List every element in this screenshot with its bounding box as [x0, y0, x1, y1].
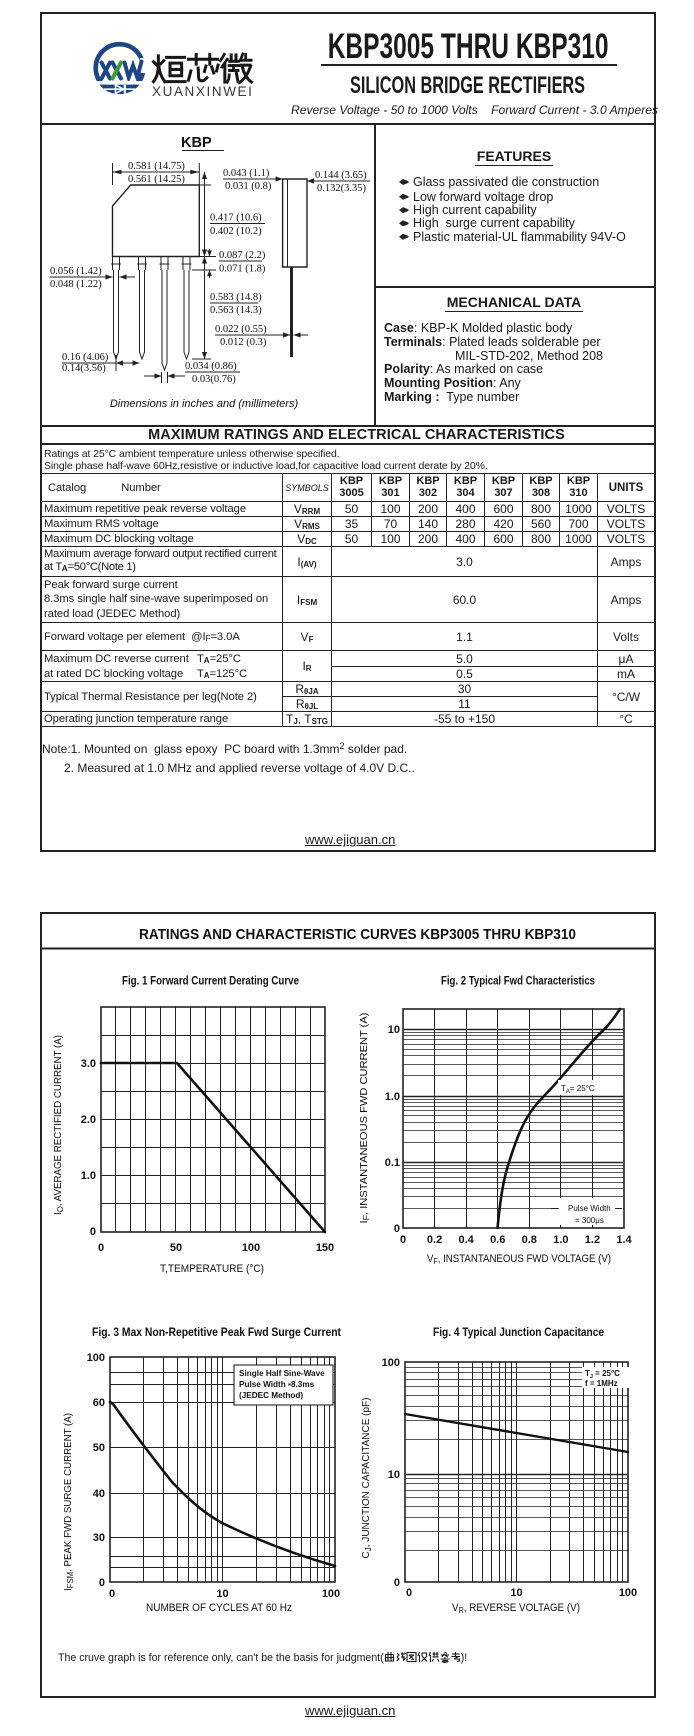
svg-text:Pulse Width: Pulse Width — [568, 1204, 611, 1213]
svg-text:1.4: 1.4 — [616, 1234, 632, 1246]
svg-text:1.0: 1.0 — [81, 1170, 96, 1182]
svg-text:TA= 25°C: TA= 25°C — [561, 1084, 595, 1095]
svg-text:0.1: 0.1 — [385, 1157, 400, 1169]
svg-text:1.2: 1.2 — [585, 1234, 600, 1246]
svg-text:T,TEMPERATURE (°C): T,TEMPERATURE (°C) — [160, 1263, 264, 1275]
svg-text:0.16 (4.06): 0.16 (4.06) — [62, 352, 109, 363]
svg-text:100: 100 — [322, 1588, 340, 1600]
svg-text:0.4: 0.4 — [458, 1234, 474, 1246]
svg-text:IFSM, PEAK FWD SURGE CURRENT: IFSM, PEAK FWD SURGE CURRENT (A) — [63, 1413, 75, 1591]
svg-text:50: 50 — [93, 1442, 105, 1454]
svg-text:100: 100 — [619, 1587, 637, 1599]
svg-text:RATINGS AND CHARACTERISTIC CUR: RATINGS AND CHARACTERISTIC CURVES KBP300… — [139, 927, 576, 943]
svg-text:Fig. 1 Forward Current Deratin: Fig. 1 Forward Current Derating Curve — [122, 976, 299, 988]
svg-text:0.043 (1.1): 0.043 (1.1) — [223, 168, 270, 179]
svg-text:0.6: 0.6 — [490, 1234, 505, 1246]
svg-text:VR, REVERSE VOLTAGE (V): VR, REVERSE VOLTAGE (V) — [452, 1602, 580, 1615]
svg-text:10: 10 — [216, 1588, 228, 1600]
svg-text:100: 100 — [87, 1352, 105, 1364]
svg-text:IO, AVERAGE RECTIFIED CURRENT: IO, AVERAGE RECTIFIED CURRENT (A) — [53, 1035, 65, 1215]
svg-text:0.561 (14.25): 0.561 (14.25) — [128, 174, 185, 185]
svg-text:60: 60 — [93, 1397, 105, 1409]
svg-text:30: 30 — [93, 1532, 105, 1544]
svg-text:10: 10 — [388, 1469, 400, 1481]
svg-text:0.417 (10.6): 0.417 (10.6) — [210, 213, 262, 224]
svg-text:0.056 (1.42): 0.056 (1.42) — [50, 266, 102, 277]
svg-text:0.087 (2.2): 0.087 (2.2) — [219, 250, 266, 261]
svg-text:KBP: KBP — [181, 135, 212, 151]
svg-text:0.402 (10.2): 0.402 (10.2) — [210, 226, 262, 237]
svg-text:Fig. 4 Typical Junction Capac: Fig. 4 Typical Junction Capacitance — [433, 1327, 604, 1339]
svg-text:100: 100 — [242, 1242, 260, 1254]
svg-text:10: 10 — [388, 1024, 400, 1036]
svg-text:VF, INSTANTANEOUS FWD VOLTAGE: VF, INSTANTANEOUS FWD VOLTAGE (V) — [427, 1253, 611, 1266]
svg-text:0.071 (1.8): 0.071 (1.8) — [219, 264, 266, 275]
svg-text:100: 100 — [382, 1357, 400, 1369]
svg-text:0.03(0.76): 0.03(0.76) — [192, 374, 236, 385]
svg-text:0: 0 — [406, 1587, 412, 1599]
svg-text:Dimensions in inches and (mill: Dimensions in inches and (millimeters) — [110, 398, 299, 410]
svg-text:1.0: 1.0 — [553, 1234, 568, 1246]
svg-text:Single Half Sine-Wave: Single Half Sine-Wave — [239, 1369, 325, 1378]
svg-text:0: 0 — [99, 1577, 105, 1589]
svg-text:Pulse Width ▪8.3ms: Pulse Width ▪8.3ms — [239, 1380, 315, 1389]
svg-text:50: 50 — [170, 1242, 182, 1254]
svg-text:(JEDEC Method): (JEDEC Method) — [239, 1391, 303, 1400]
svg-text:0.14(3.56): 0.14(3.56) — [62, 363, 106, 374]
svg-text:CJ, JUNCTION CAPACITANCE (pF): CJ, JUNCTION CAPACITANCE (pF) — [361, 1398, 373, 1559]
svg-text:40: 40 — [93, 1488, 105, 1500]
svg-text:0.022 (0.55): 0.022 (0.55) — [215, 324, 267, 335]
svg-text:0.563 (14.3): 0.563 (14.3) — [210, 305, 262, 316]
svg-text:f = 1MHz: f = 1MHz — [585, 1379, 618, 1388]
svg-text:0.031 (0.8): 0.031 (0.8) — [225, 181, 272, 192]
svg-text:10: 10 — [510, 1587, 522, 1599]
svg-text:0.583 (14.8): 0.583 (14.8) — [210, 292, 262, 303]
svg-text:0.2: 0.2 — [427, 1234, 442, 1246]
svg-text:0.8: 0.8 — [522, 1234, 537, 1246]
svg-text:0.012 (0.3): 0.012 (0.3) — [220, 337, 267, 348]
svg-text:0: 0 — [394, 1577, 400, 1589]
svg-text:TJ = 25°C: TJ = 25°C — [585, 1369, 620, 1380]
svg-text:0: 0 — [98, 1242, 104, 1254]
svg-text:2.0: 2.0 — [81, 1114, 96, 1126]
svg-text:0.048 (1.22): 0.048 (1.22) — [50, 279, 102, 290]
svg-text:0: 0 — [90, 1226, 96, 1238]
svg-text:0: 0 — [400, 1234, 406, 1246]
svg-text:1.0: 1.0 — [385, 1091, 400, 1103]
svg-text:3.0: 3.0 — [81, 1058, 96, 1070]
svg-text:0.144 (3.65): 0.144 (3.65) — [315, 170, 367, 181]
svg-text:0.132(3.35): 0.132(3.35) — [317, 183, 366, 194]
svg-text:0: 0 — [109, 1588, 115, 1600]
svg-text:NUMBER OF CYCLES AT 60 Hz: NUMBER OF CYCLES AT 60 Hz — [146, 1602, 292, 1614]
svg-text:150: 150 — [316, 1242, 334, 1254]
svg-text:= 300μs: = 300μs — [575, 1216, 604, 1225]
svg-text:0.581 (14.75): 0.581 (14.75) — [128, 161, 185, 172]
svg-text:0: 0 — [394, 1223, 400, 1235]
svg-text:Fig. 3 Max Non-Repetitive Pea: Fig. 3 Max Non-Repetitive Peak Fwd Surge… — [92, 1327, 341, 1339]
svg-text:IF, INSTANTANEOUS FWD CURRENT: IF, INSTANTANEOUS FWD CURRENT (A) — [359, 1013, 371, 1224]
svg-text:0.034 (0.86): 0.034 (0.86) — [185, 361, 237, 372]
svg-text:Fig. 2 Typical Fwd Characteri: Fig. 2 Typical Fwd Characteristics — [441, 976, 595, 988]
